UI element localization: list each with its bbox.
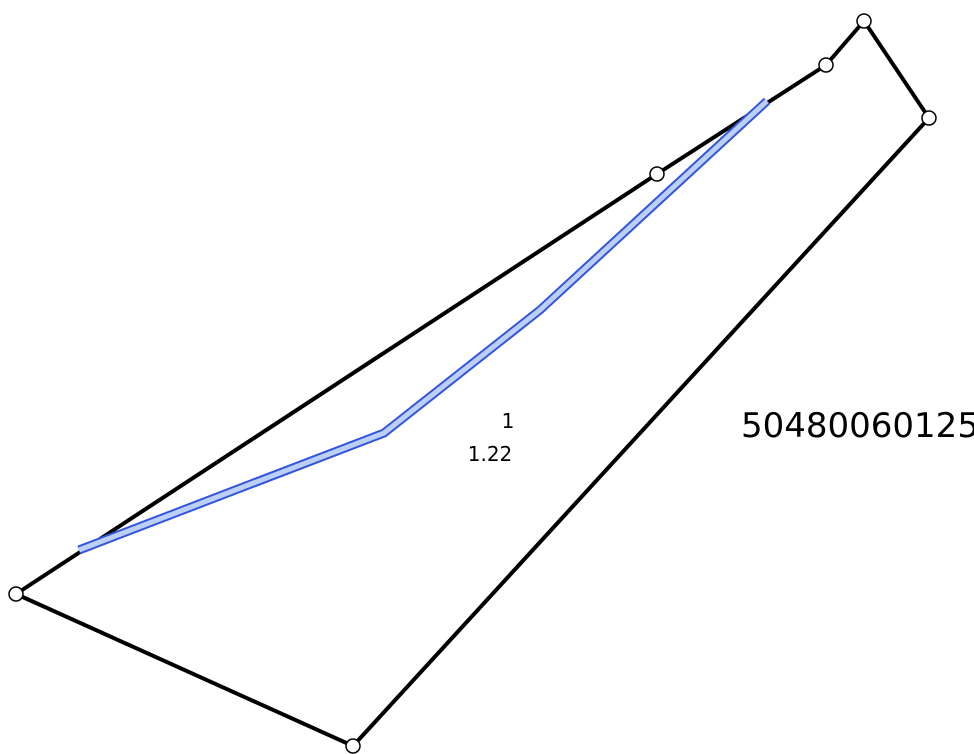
vertex-marker[interactable] <box>921 110 937 126</box>
vertex-marker[interactable] <box>649 166 665 182</box>
parcel-area: 1.22 <box>468 442 513 466</box>
vertex-marker[interactable] <box>818 57 834 73</box>
parcel-number: 1 <box>502 409 515 433</box>
vertex-marker[interactable] <box>856 13 872 29</box>
vertex-marker[interactable] <box>8 586 24 602</box>
cadastral-block-label: 50480060125 <box>741 406 974 446</box>
vertex-marker[interactable] <box>345 738 361 754</box>
highlighted-line[interactable] <box>77 97 771 555</box>
parcel-boundary[interactable] <box>11 17 932 749</box>
boundary-vertices <box>8 13 937 754</box>
